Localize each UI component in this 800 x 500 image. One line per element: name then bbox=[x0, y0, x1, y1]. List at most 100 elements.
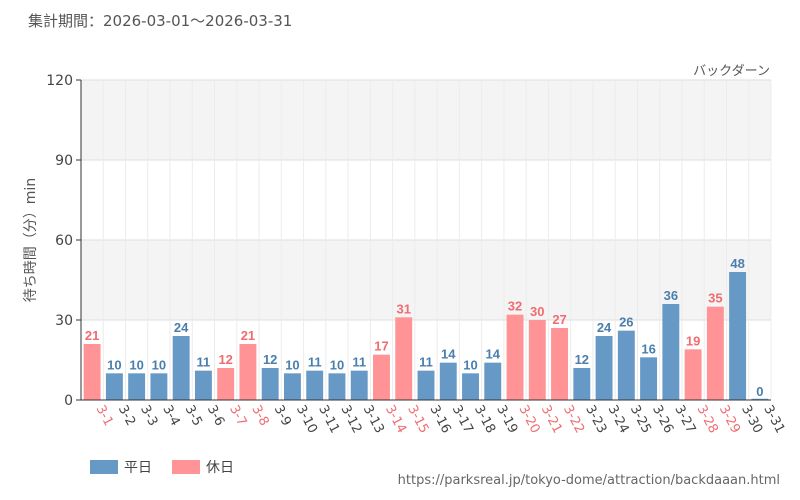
data-label: 10 bbox=[463, 357, 477, 372]
plot-band bbox=[81, 240, 771, 320]
bar bbox=[684, 349, 702, 400]
bar bbox=[350, 370, 368, 400]
data-label: 31 bbox=[397, 301, 411, 316]
data-label: 32 bbox=[508, 299, 522, 314]
bars bbox=[83, 272, 769, 401]
x-tick-label: 3-15 bbox=[404, 403, 431, 436]
axes bbox=[76, 79, 771, 401]
y-tick-label: 90 bbox=[55, 153, 73, 169]
bar bbox=[217, 368, 235, 400]
data-label: 11 bbox=[308, 355, 322, 370]
bar bbox=[150, 373, 168, 400]
data-label: 48 bbox=[730, 256, 744, 271]
x-tick-label: 3-21 bbox=[538, 403, 565, 436]
x-tick-labels: 3-1 3-2 3-3 3-4 3-5 3-6 3-7 3-8 3-9 3-103-113-12 3… bbox=[93, 403, 788, 436]
x-tick-label: 3-19 bbox=[493, 403, 520, 436]
x-tick-label: 3-8 bbox=[248, 403, 271, 429]
value-labels: 21 10 10 10 24 11 12 21 12 10 11 10 11 17 31 11 14 10 14 32… bbox=[85, 256, 764, 399]
bar bbox=[462, 373, 479, 400]
data-label: 24 bbox=[174, 320, 189, 335]
data-label: 10 bbox=[330, 357, 344, 372]
chart-title: バックダーン bbox=[693, 64, 770, 79]
data-label: 26 bbox=[619, 315, 633, 330]
x-tick-label: 3-6 bbox=[204, 403, 227, 429]
data-label: 10 bbox=[107, 357, 121, 372]
data-label: 36 bbox=[664, 288, 678, 303]
bar bbox=[395, 317, 413, 400]
data-label: 11 bbox=[197, 355, 211, 370]
legend-swatch-weekday bbox=[90, 460, 118, 474]
bar bbox=[595, 336, 613, 400]
bar bbox=[306, 370, 324, 400]
data-label: 21 bbox=[241, 328, 255, 343]
y-tick-label: 30 bbox=[55, 313, 73, 329]
y-tick-labels: 0 30 60 90 120 bbox=[46, 73, 73, 409]
data-label: 14 bbox=[486, 347, 501, 362]
data-label: 12 bbox=[575, 352, 589, 367]
bar bbox=[194, 370, 212, 400]
plot-bands bbox=[81, 80, 771, 320]
x-tick-label: 3-27 bbox=[671, 403, 698, 436]
plot-band bbox=[81, 80, 771, 160]
legend-swatch-holiday bbox=[172, 460, 200, 474]
x-tick-label: 3-1 bbox=[93, 403, 116, 429]
bar bbox=[83, 344, 101, 400]
x-tick-label: 3-24 bbox=[605, 403, 632, 436]
x-tick-label: 3-9 bbox=[271, 403, 294, 429]
data-label: 11 bbox=[352, 355, 366, 370]
bar bbox=[617, 330, 635, 400]
legend-label-holiday: 休日 bbox=[206, 460, 234, 476]
data-label: 35 bbox=[708, 291, 722, 306]
data-label: 12 bbox=[218, 352, 232, 367]
bar bbox=[328, 373, 346, 400]
data-label: 10 bbox=[285, 357, 299, 372]
x-tick-label: 3-22 bbox=[560, 403, 587, 436]
bar bbox=[283, 373, 301, 400]
data-label: 24 bbox=[597, 320, 612, 335]
bar bbox=[640, 357, 658, 400]
x-tick-label: 3-10 bbox=[293, 403, 320, 436]
bar bbox=[706, 306, 724, 400]
x-tick-label: 3-18 bbox=[471, 403, 498, 436]
bar bbox=[506, 314, 524, 400]
y-tick-label: 0 bbox=[64, 393, 73, 409]
data-label: 12 bbox=[263, 352, 277, 367]
bar bbox=[417, 370, 435, 400]
data-label: 27 bbox=[552, 312, 566, 327]
x-tick-label: 3-12 bbox=[337, 403, 364, 436]
bar bbox=[573, 368, 591, 400]
x-tick-label: 3-26 bbox=[649, 403, 676, 436]
x-tick-label: 3-23 bbox=[582, 403, 609, 436]
y-tick-label: 60 bbox=[55, 233, 73, 249]
legend-item-weekday[interactable]: 平日 bbox=[90, 457, 152, 477]
x-tick-label: 3-4 bbox=[159, 403, 182, 429]
x-tick-label: 3-11 bbox=[315, 403, 342, 436]
bar bbox=[172, 336, 190, 400]
x-tick-label: 3-5 bbox=[182, 403, 205, 429]
bar bbox=[484, 362, 502, 400]
x-tick-label: 3-2 bbox=[115, 403, 138, 429]
data-label: 21 bbox=[85, 328, 99, 343]
data-label: 14 bbox=[441, 347, 456, 362]
bar bbox=[729, 272, 747, 400]
data-label: 19 bbox=[686, 333, 700, 348]
bar bbox=[105, 373, 123, 400]
x-tick-label: 3-29 bbox=[716, 403, 743, 436]
x-tick-label: 3-14 bbox=[382, 403, 409, 436]
bar bbox=[239, 344, 257, 400]
bar bbox=[551, 328, 569, 400]
data-label: 30 bbox=[530, 304, 544, 319]
period-label: 集計期間：2026-03-01～2026-03-31 bbox=[28, 12, 293, 30]
x-tick-label: 3-31 bbox=[760, 403, 787, 436]
bar bbox=[439, 362, 457, 400]
bar bbox=[373, 354, 390, 400]
x-tick-label: 3-3 bbox=[137, 403, 160, 429]
data-label: 11 bbox=[419, 355, 433, 370]
bar bbox=[128, 373, 146, 400]
source-url[interactable]: https://parksreal.jp/tokyo-dome/attracti… bbox=[397, 473, 780, 488]
legend-item-holiday[interactable]: 休日 bbox=[172, 457, 234, 477]
x-tick-label: 3-25 bbox=[627, 403, 654, 436]
y-axis-label: 待ち時間（分）min bbox=[23, 178, 39, 302]
data-label: 17 bbox=[374, 339, 388, 354]
x-tick-label: 3-7 bbox=[226, 403, 249, 429]
